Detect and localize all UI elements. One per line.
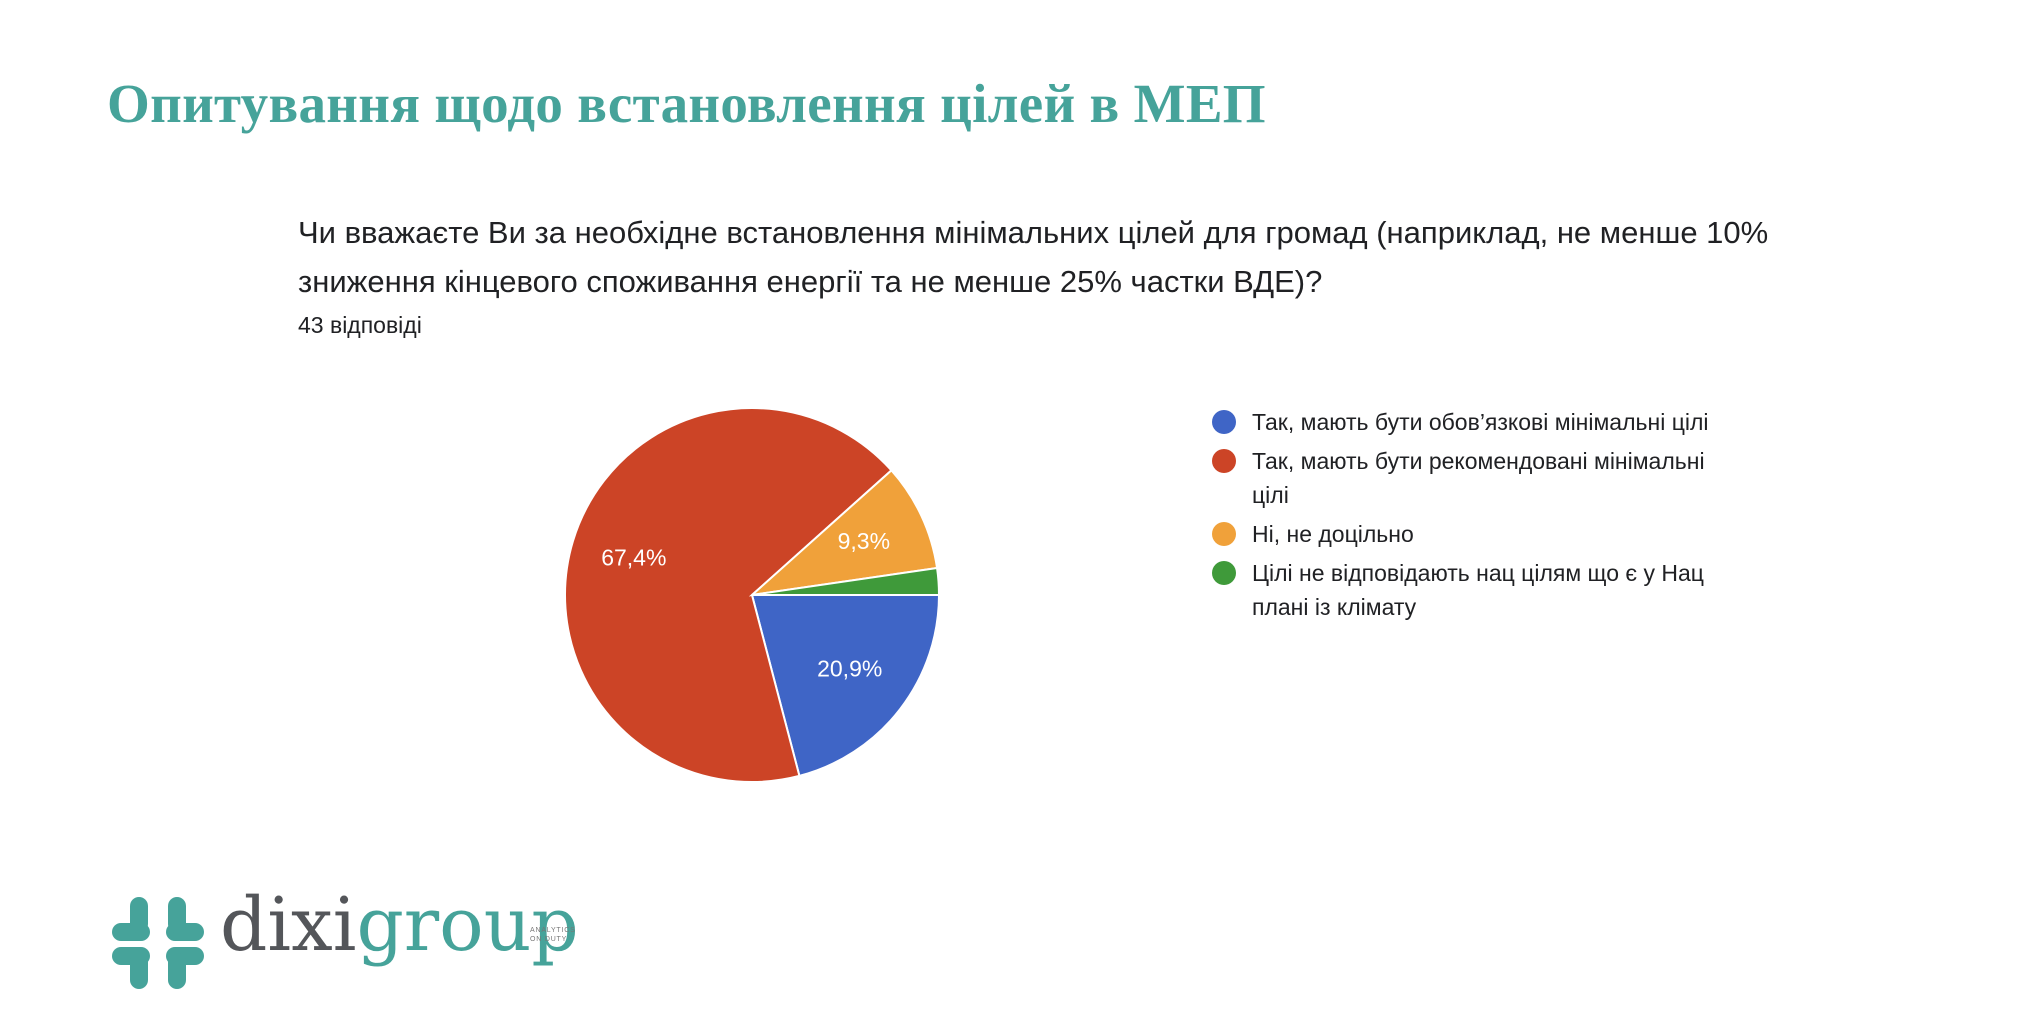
legend-dot-not-advisable bbox=[1212, 522, 1236, 546]
pie-slice-mandatory[interactable] bbox=[750, 594, 941, 778]
legend-label-mandatory: Так, мають бути обов’язкові мінімальні ц… bbox=[1252, 409, 1709, 435]
legend-item-mismatch[interactable]: Цілі не відповідають нац цілям що є у На… bbox=[1212, 556, 1732, 624]
logo-word-group: group bbox=[356, 882, 579, 968]
dixigroup-logo-icon bbox=[112, 897, 204, 989]
legend-dot-recommended bbox=[1212, 449, 1236, 473]
pie-slice-recommended[interactable] bbox=[564, 407, 893, 783]
legend-item-not-advisable[interactable]: Ні, не доцільно bbox=[1212, 517, 1732, 551]
legend-item-mandatory[interactable]: Так, мають бути обов’язкові мінімальні ц… bbox=[1212, 405, 1732, 439]
slice-label-not-advisable: 9,3% bbox=[838, 528, 890, 554]
question-text: Чи вважаєте Ви за необхідне встановлення… bbox=[298, 215, 1769, 299]
legend-dot-mismatch bbox=[1212, 561, 1236, 585]
slice-label-mandatory: 20,9% bbox=[817, 655, 882, 681]
slice-label-recommended: 67,4% bbox=[601, 544, 666, 570]
pie-slice-not-advisable[interactable] bbox=[748, 468, 939, 597]
legend-label-mismatch: Цілі не відповідають нац цілям що є у На… bbox=[1252, 560, 1704, 620]
logo-tagline-line1: ANALYTICS bbox=[530, 927, 576, 934]
response-count: 43 відповіді bbox=[298, 312, 422, 338]
pie-slice-mismatch[interactable] bbox=[751, 566, 941, 596]
logo-wordmark: dixigroup bbox=[220, 888, 579, 962]
legend-item-recommended[interactable]: Так, мають бути рекомендовані мінімальні… bbox=[1212, 444, 1732, 512]
slide-title: Опитування щодо встановлення цілей в МЕП bbox=[107, 73, 1266, 134]
logo-tagline: ANALYTICS ON DUTY bbox=[530, 926, 576, 944]
logo-tagline-line2: ON DUTY bbox=[530, 936, 568, 943]
legend-label-not-advisable: Ні, не доцільно bbox=[1252, 521, 1414, 547]
logo-word-dixi: dixi bbox=[220, 882, 357, 968]
legend-label-recommended: Так, мають бути рекомендовані мінімальні… bbox=[1252, 448, 1705, 508]
legend-dot-mandatory bbox=[1212, 410, 1236, 434]
chart-legend: Так, мають бути обов’язкові мінімальні ц… bbox=[1212, 405, 1732, 629]
